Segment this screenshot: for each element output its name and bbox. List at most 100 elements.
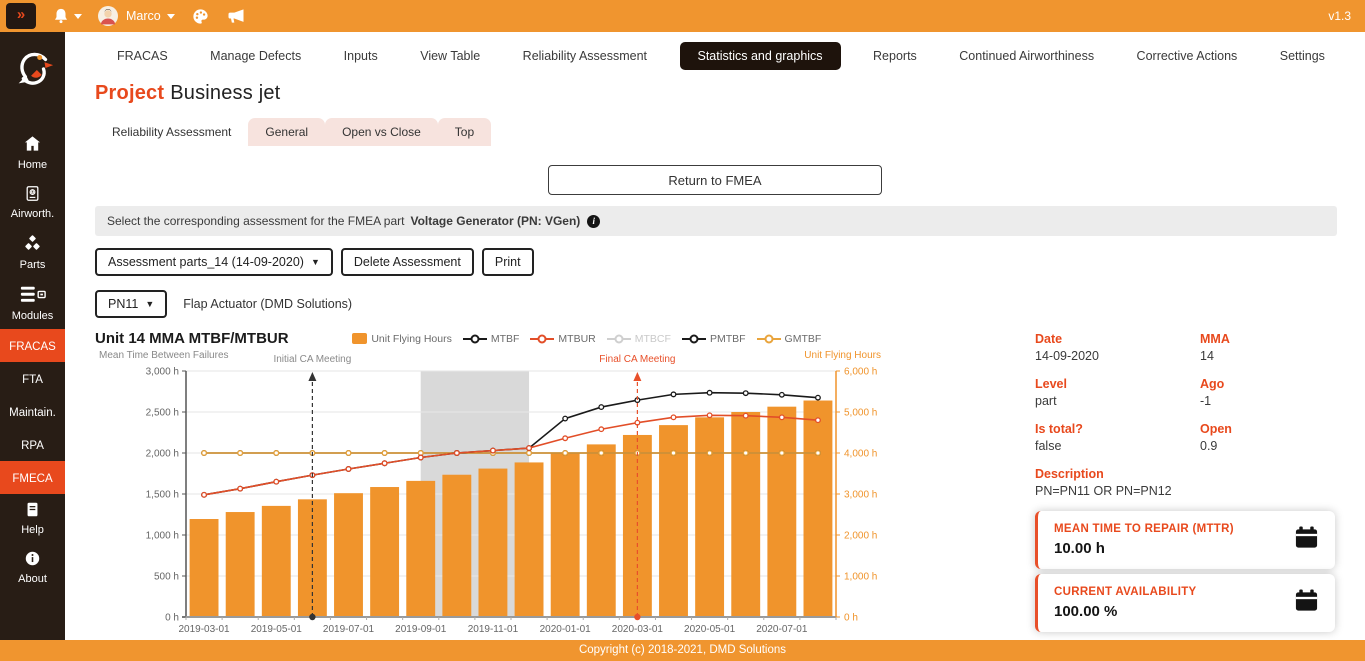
field-label: Open — [1200, 422, 1232, 436]
metric-title: MEAN TIME TO REPAIR (MTTR) — [1054, 523, 1234, 535]
svg-text:2019-07-01: 2019-07-01 — [323, 624, 375, 635]
svg-text:1,000 h: 1,000 h — [146, 531, 179, 542]
metric-value: 100.00 % — [1054, 603, 1118, 620]
home-icon — [23, 134, 42, 156]
sidebar: Home Airworth. Parts Modules — [0, 32, 65, 640]
delete-assessment-button[interactable]: Delete Assessment — [340, 248, 474, 276]
metric-value: 10.00 h — [1054, 540, 1105, 557]
detail-field-description: Description PN=PN11 OR PN=PN12 — [1035, 467, 1335, 498]
page-title: Project Business jet — [95, 82, 1365, 105]
legend-item-unit-flying-hours[interactable]: Unit Flying Hours — [352, 333, 452, 345]
sidebar-item-modules[interactable]: Modules — [0, 278, 65, 329]
avatar[interactable] — [98, 6, 118, 26]
pn-select-dropdown[interactable]: PN11 ▼ — [95, 290, 168, 318]
legend-item-gmtbf[interactable]: GMTBF — [756, 332, 822, 345]
content-row: Unit 14 MMA MTBF/MTBUR Unit Flying Hours… — [95, 330, 1365, 650]
svg-text:2019-11-01: 2019-11-01 — [468, 624, 519, 635]
legend-item-mtbur[interactable]: MTBUR — [530, 333, 596, 345]
nav-item-fracas[interactable]: FRACAS — [117, 49, 168, 63]
sidebar-item-maintain[interactable]: Maintain. — [0, 395, 65, 428]
nav-item-reliability-assessment[interactable]: Reliability Assessment — [522, 49, 648, 63]
detail-grid: Date 14-09-2020 MMA 14 Level part Ago -1 — [1035, 332, 1335, 453]
sidebar-item-label: RPA — [21, 440, 44, 452]
bell-caret-icon[interactable] — [74, 13, 82, 19]
megaphone-icon[interactable] — [226, 6, 246, 26]
sidebar-item-parts[interactable]: Parts — [0, 227, 65, 278]
tab-top[interactable]: Top — [437, 118, 492, 146]
mttr-card: MEAN TIME TO REPAIR (MTTR) 10.00 h — [1035, 511, 1335, 569]
legend-label: GMTBF — [784, 332, 822, 345]
tab-reliability-assessment[interactable]: Reliability Assessment — [95, 118, 249, 146]
detail-field-is-total: Is total? false — [1035, 422, 1200, 453]
topbar: » Marco v1.3 — [0, 0, 1365, 32]
return-to-fmea-button[interactable]: Return to FMEA — [548, 165, 882, 195]
nav-item-reports[interactable]: Reports — [873, 49, 917, 63]
svg-text:4,000 h: 4,000 h — [844, 449, 877, 460]
field-value: part — [1035, 394, 1057, 408]
chart-legend: Unit Flying Hours MTBF MTBUR MTBCF PMTBF GMTB… — [289, 333, 885, 345]
nav-item-manage-defects[interactable]: Manage Defects — [210, 49, 302, 63]
user-caret-icon[interactable] — [166, 13, 175, 19]
sidebar-item-rpa[interactable]: RPA — [0, 428, 65, 461]
sidebar-item-fmeca[interactable]: FMECA — [0, 461, 65, 494]
nav-item-inputs[interactable]: Inputs — [343, 49, 378, 63]
legend-item-pmtbf[interactable]: PMTBF — [681, 333, 746, 345]
info-icon[interactable]: i — [587, 214, 601, 228]
info-icon — [24, 550, 41, 570]
page-title-prefix: Project — [95, 82, 165, 104]
svg-text:2019-09-01: 2019-09-01 — [395, 624, 447, 635]
chevron-down-icon: ▼ — [310, 257, 320, 267]
calendar-icon[interactable] — [1294, 588, 1319, 618]
field-label: Ago — [1200, 377, 1225, 391]
calendar-icon[interactable] — [1294, 525, 1319, 555]
sidebar-item-airworthiness[interactable]: Airworth. — [0, 178, 65, 227]
sidebar-item-help[interactable]: Help — [0, 494, 65, 543]
sidebar-item-label: FTA — [22, 374, 43, 386]
field-value: -1 — [1200, 394, 1212, 408]
svg-text:1,500 h: 1,500 h — [146, 490, 179, 501]
svg-text:2020-01-01: 2020-01-01 — [540, 624, 592, 635]
bell-icon[interactable] — [52, 7, 70, 25]
legend-item-mtbf[interactable]: MTBF — [462, 332, 520, 345]
nav-item-settings[interactable]: Settings — [1279, 49, 1325, 63]
legend-label: MTBF — [490, 332, 520, 345]
sidebar-item-label: FMECA — [12, 473, 53, 485]
sidebar-item-fracas[interactable]: FRACAS — [0, 329, 65, 362]
metric-cards: MEAN TIME TO REPAIR (MTTR) 10.00 h CURRE… — [1035, 511, 1335, 632]
sidebar-item-home[interactable]: Home — [0, 127, 65, 178]
tab-open-vs-close[interactable]: Open vs Close — [325, 118, 438, 146]
nav-item-continued-airworthiness[interactable]: Continued Airworthiness — [959, 49, 1095, 63]
field-value: 14 — [1200, 349, 1214, 363]
sidebar-item-about[interactable]: About — [0, 543, 65, 592]
svg-text:2,000 h: 2,000 h — [146, 449, 179, 460]
legend-label: Unit Flying Hours — [371, 332, 452, 345]
svg-text:2,500 h: 2,500 h — [146, 408, 179, 419]
sidebar-item-fta[interactable]: FTA — [0, 362, 65, 395]
metric-title: CURRENT AVAILABILITY — [1054, 586, 1197, 598]
print-button[interactable]: Print — [481, 248, 534, 276]
tab-general[interactable]: General — [248, 118, 326, 146]
sidebar-expand-button[interactable]: » — [6, 3, 36, 29]
sidebar-item-label: Maintain. — [9, 407, 56, 419]
user-name[interactable]: Marco — [126, 9, 161, 23]
sidebar-item-label: Modules — [11, 310, 54, 322]
mttr-text: MEAN TIME TO REPAIR (MTTR) 10.00 h — [1054, 523, 1234, 557]
nav-item-corrective-actions[interactable]: Corrective Actions — [1136, 49, 1238, 63]
chart-block: Unit 14 MMA MTBF/MTBUR Unit Flying Hours… — [95, 330, 885, 650]
part-row: PN11 ▼ Flap Actuator (DMD Solutions) — [95, 290, 1365, 318]
palette-icon[interactable] — [191, 7, 210, 26]
svg-text:2,000 h: 2,000 h — [844, 531, 877, 542]
chevron-down-icon: ▼ — [145, 299, 155, 309]
svg-text:2020-03-01: 2020-03-01 — [612, 624, 664, 635]
svg-text:2019-05-01: 2019-05-01 — [251, 624, 303, 635]
field-value: 14-09-2020 — [1035, 349, 1099, 363]
mtbf-chart-svg[interactable]: 0 h 500 h 1,000 h 1,500 h 2,000 h 2,500 h 3,00… — [95, 347, 885, 645]
robin-logo[interactable] — [10, 46, 56, 97]
help-icon — [24, 501, 41, 521]
svg-text:Unit Flying Hours: Unit Flying Hours — [804, 350, 881, 361]
nav-item-view-table[interactable]: View Table — [420, 49, 481, 63]
svg-text:Final CA Meeting: Final CA Meeting — [599, 354, 675, 365]
legend-item-mtbcf[interactable]: MTBCF — [606, 333, 671, 345]
assessment-select-dropdown[interactable]: Assessment parts_14 (14-09-2020) ▼ — [95, 248, 333, 276]
nav-item-statistics-and-graphics[interactable]: Statistics and graphics — [679, 42, 841, 70]
